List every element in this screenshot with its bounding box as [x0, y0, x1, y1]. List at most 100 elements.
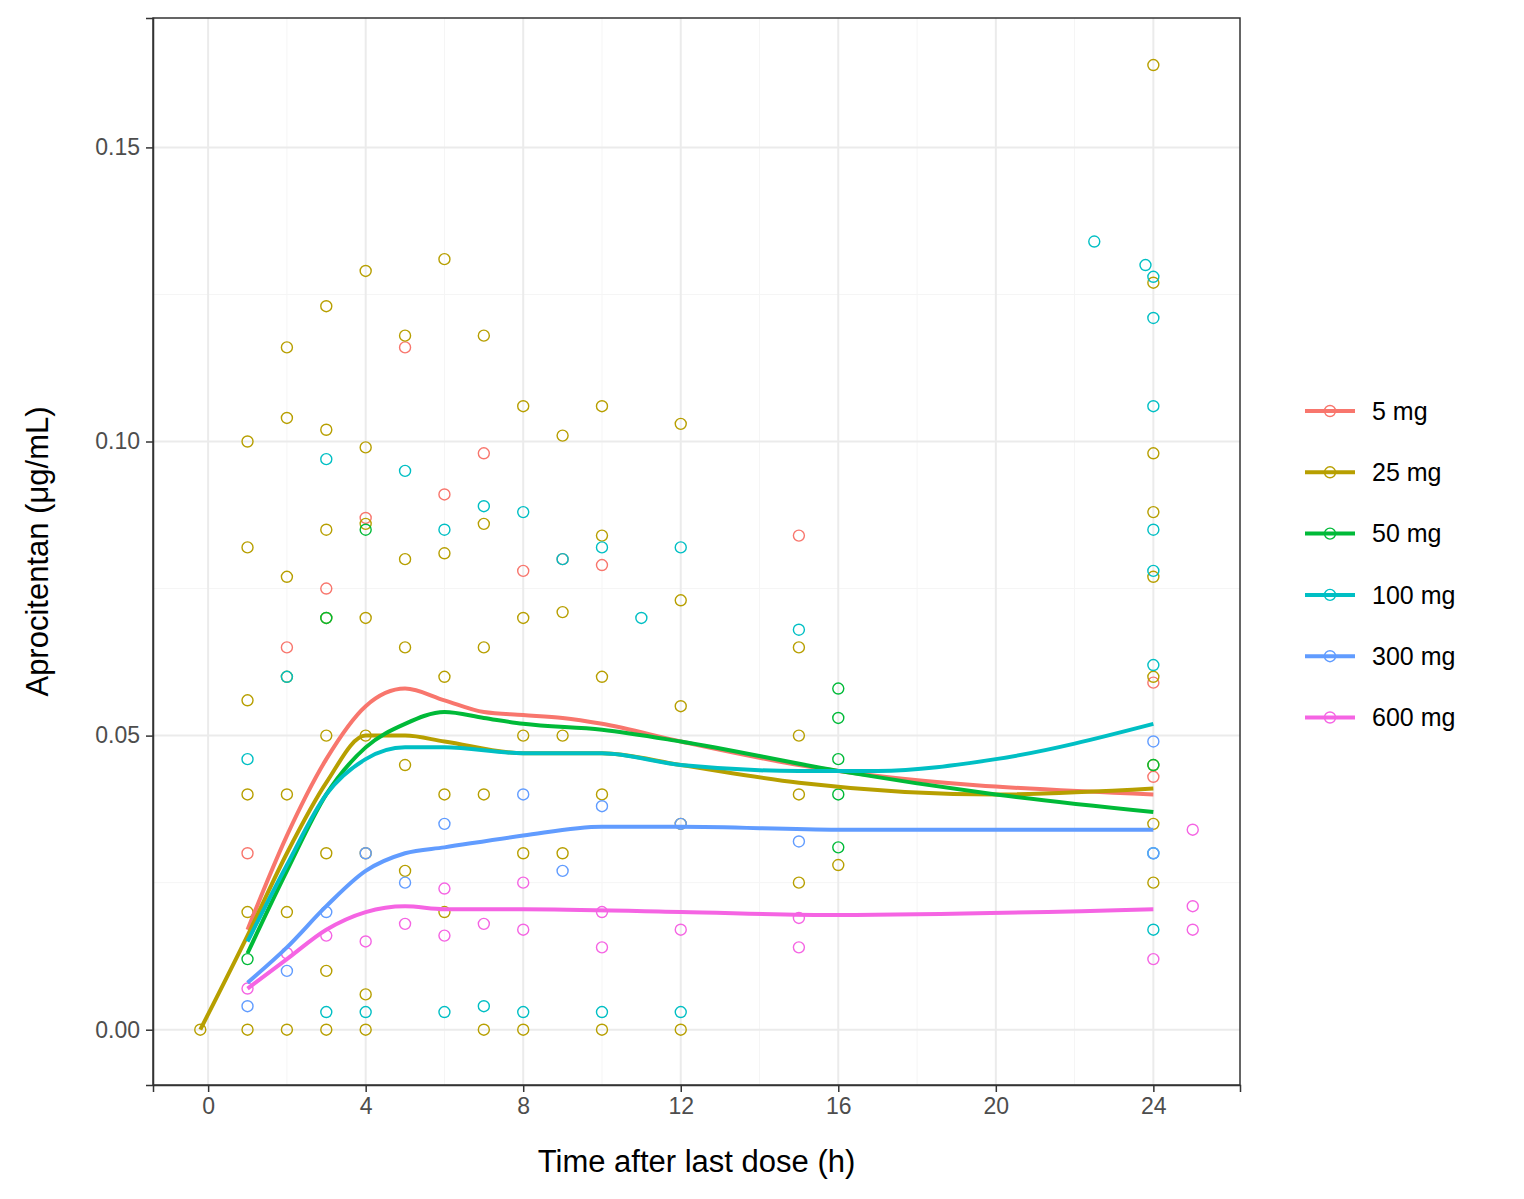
- tick-mark: [838, 1085, 840, 1092]
- point: [439, 489, 450, 500]
- point: [281, 965, 292, 976]
- grid-line: [207, 18, 209, 1085]
- point: [242, 542, 253, 553]
- tick-mark: [680, 1085, 682, 1092]
- legend-key-marker: [1325, 528, 1336, 539]
- legend-item: 5 mg: [1305, 397, 1428, 425]
- fit-line: [248, 689, 1154, 930]
- axis-line: [146, 19, 154, 1086]
- point: [400, 465, 411, 476]
- point: [360, 848, 371, 859]
- tick-mark: [523, 1085, 525, 1092]
- point: [242, 954, 253, 965]
- series: [195, 60, 1159, 1036]
- point: [360, 989, 371, 1000]
- point: [596, 1007, 607, 1018]
- minor-grid-line: [286, 18, 287, 1085]
- point: [400, 342, 411, 353]
- point: [518, 730, 529, 741]
- point: [1148, 312, 1159, 323]
- legend-key-marker: [1325, 651, 1336, 662]
- point: [281, 412, 292, 423]
- point: [518, 877, 529, 888]
- point: [360, 612, 371, 623]
- tick: 0.05: [95, 722, 153, 748]
- point: [321, 1024, 332, 1035]
- legend-label: 25 mg: [1372, 458, 1441, 486]
- tick-mark: [1153, 1085, 1155, 1092]
- point: [400, 760, 411, 771]
- point: [1148, 565, 1159, 576]
- point: [596, 942, 607, 953]
- point: [518, 924, 529, 935]
- x-axis-title: Time after last dose (h): [538, 1144, 856, 1179]
- point: [400, 918, 411, 929]
- minor-grid-line: [917, 18, 918, 1085]
- chart: 048121620240.000.050.100.15Time after la…: [0, 0, 1524, 1199]
- point: [675, 701, 686, 712]
- point: [242, 436, 253, 447]
- point: [833, 712, 844, 723]
- series: [242, 736, 1159, 1012]
- tick-label: 4: [360, 1093, 373, 1119]
- point: [557, 848, 568, 859]
- point: [1148, 507, 1159, 518]
- point: [793, 789, 804, 800]
- point: [675, 1024, 686, 1035]
- point: [321, 524, 332, 535]
- point: [596, 801, 607, 812]
- grid-line: [153, 1029, 1240, 1031]
- point: [321, 301, 332, 312]
- legend-key-marker: [1325, 467, 1336, 478]
- legend-item: 25 mg: [1305, 458, 1441, 486]
- point: [242, 754, 253, 765]
- point: [321, 612, 332, 623]
- tick: 0.15: [95, 134, 153, 160]
- axis-line: [154, 1086, 1241, 1093]
- series: [242, 236, 1159, 1018]
- point: [1148, 818, 1159, 829]
- point: [1148, 660, 1159, 671]
- minor-grid-line: [1074, 18, 1075, 1085]
- tick-mark: [996, 1085, 998, 1092]
- point: [596, 671, 607, 682]
- point: [1148, 760, 1159, 771]
- point: [833, 789, 844, 800]
- tick: 24: [1141, 1085, 1167, 1119]
- tick-label: 16: [826, 1093, 852, 1119]
- point: [281, 642, 292, 653]
- legend-key-marker: [1325, 406, 1336, 417]
- x-axis: 04812162024: [154, 1085, 1241, 1119]
- point: [833, 754, 844, 765]
- tick-label: 24: [1141, 1093, 1167, 1119]
- point: [596, 789, 607, 800]
- point: [557, 730, 568, 741]
- point: [321, 583, 332, 594]
- point: [1148, 848, 1159, 859]
- point: [321, 454, 332, 465]
- legend-item: 300 mg: [1305, 642, 1455, 670]
- minor-grid-line: [601, 18, 602, 1085]
- point: [793, 624, 804, 635]
- point: [518, 1024, 529, 1035]
- point: [360, 1007, 371, 1018]
- legend-key-line: [1305, 470, 1355, 474]
- point: [675, 542, 686, 553]
- point: [439, 1007, 450, 1018]
- point: [1148, 736, 1159, 747]
- point: [439, 548, 450, 559]
- point: [439, 524, 450, 535]
- point: [439, 818, 450, 829]
- point: [596, 560, 607, 571]
- grid-line: [365, 18, 367, 1085]
- point: [400, 877, 411, 888]
- point: [596, 401, 607, 412]
- point: [793, 836, 804, 847]
- point: [281, 789, 292, 800]
- point: [1187, 924, 1198, 935]
- point: [596, 542, 607, 553]
- legend-key-line: [1305, 409, 1355, 413]
- data-layer: [195, 60, 1198, 1036]
- legend-label: 300 mg: [1372, 642, 1455, 670]
- grid-line: [995, 18, 997, 1085]
